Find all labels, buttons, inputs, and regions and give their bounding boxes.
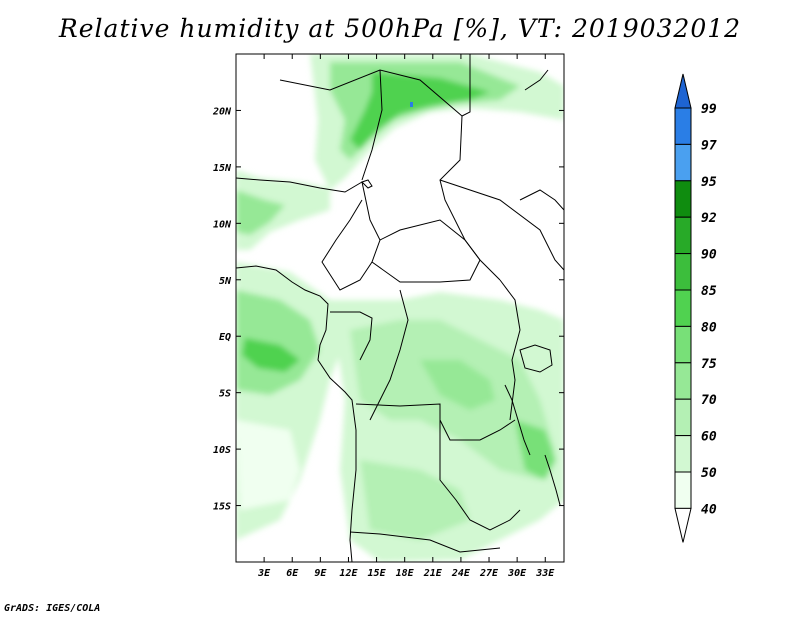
humidity-region-gulf-guinea-core: [236, 290, 320, 395]
lon-tick-label: 12E: [339, 568, 358, 579]
colorbar-segment: [674, 398, 692, 437]
border-sahel: [236, 177, 363, 193]
border-car: [371, 219, 481, 283]
colorbar-label: 60: [701, 430, 717, 445]
humidity-spot-max: [410, 102, 413, 107]
colorbar-segment: [674, 471, 692, 509]
border-chad-sudan: [439, 115, 501, 281]
lon-tick-label: 3E: [257, 568, 271, 579]
lon-tick-label: 9E: [314, 568, 327, 579]
colorbar-label: 40: [701, 502, 717, 517]
lat-tick-label: 5N: [219, 276, 232, 287]
colorbar-top-arrow: [674, 73, 692, 109]
colorbar-label: 50: [701, 466, 717, 481]
colorbar-label: 92: [701, 211, 717, 226]
colorbar-segment: [674, 180, 692, 218]
humidity-region-west-africa-core: [236, 190, 285, 235]
lon-tick-label: 6E: [286, 568, 299, 579]
humidity-region-southwest: [236, 420, 300, 510]
lake-malawi: [544, 454, 561, 506]
colorbar-label: 90: [701, 248, 717, 263]
map-frame: [235, 53, 565, 563]
border-south: [349, 531, 501, 553]
colorbar-segment: [674, 143, 692, 182]
colorbar: 99 97 95 92 90 85 80 75 70 60 50 40: [674, 73, 717, 543]
humidity-region-south: [360, 460, 470, 540]
border-libya-egypt: [461, 54, 471, 117]
lon-tick-label: 27E: [479, 568, 499, 579]
border-algeria-niger: [279, 69, 463, 117]
colorbar-segment: [674, 107, 692, 145]
colorbar-segment: [674, 435, 692, 473]
humidity-region-sahara-inner: [350, 72, 490, 150]
humidity-field: [236, 54, 564, 562]
lake-tanganyika: [504, 384, 531, 456]
humidity-region-lakes: [515, 420, 556, 480]
colorbar-segment: [674, 325, 692, 364]
colorbar-segment: [674, 362, 692, 400]
humidity-region-west-africa: [236, 170, 330, 250]
lon-tick-label: 24E: [451, 568, 471, 579]
colorbar-label: 70: [701, 393, 717, 408]
lat-tick-label: 5S: [219, 389, 231, 400]
lat-tick-label: 15N: [213, 163, 232, 174]
border-gabon: [330, 311, 373, 361]
border-angola-zambia: [439, 420, 521, 531]
colorbar-label: 75: [701, 357, 717, 372]
lat-tick-label: 20N: [212, 106, 232, 117]
border-drc-angola: [355, 403, 516, 441]
colorbar-segment: [674, 253, 692, 291]
country-borders: [236, 54, 564, 562]
border-congo-drc: [369, 289, 409, 421]
lon-tick-label: 15E: [368, 568, 387, 579]
colorbar-label: 99: [701, 102, 717, 117]
lat-tick-label: 10S: [213, 445, 231, 456]
border-sudan-south: [439, 179, 564, 271]
border-nigeria-cameroon: [321, 181, 381, 291]
colorbar-bottom-arrow: [674, 507, 692, 543]
colorbar-label: 95: [701, 175, 717, 190]
humidity-region-central-africa-inner: [420, 360, 495, 410]
colorbar-label: 97: [701, 138, 717, 153]
colorbar-label: 85: [701, 284, 717, 299]
lat-tick-label: 15S: [213, 502, 231, 513]
lon-tick-label: 18E: [396, 568, 415, 579]
colorbar-segment: [674, 289, 692, 327]
lake-victoria: [519, 344, 553, 373]
map-title: Relative humidity at 500hPa [%], VT: 201…: [58, 14, 742, 43]
border-east-africa: [499, 279, 521, 421]
lon-tick-label: 30E: [507, 568, 527, 579]
colorbar-label: 80: [701, 320, 717, 335]
coastline-red-sea: [524, 69, 549, 91]
border-niger-chad: [361, 69, 383, 181]
lon-tick-label: 33E: [535, 568, 555, 579]
colorbar-segment: [674, 216, 692, 255]
lat-tick-label: 10N: [213, 219, 232, 230]
lat-tick-label: EQ: [219, 332, 231, 343]
axis-ticks: 3E 6E 9E 12E 15E 18E 21E 24E 27E 30E 33E 20N 15N 10N 5…: [212, 54, 564, 579]
border-ethiopia: [519, 189, 564, 211]
coastline-west: [236, 265, 357, 562]
lake-chad: [361, 179, 373, 189]
grads-credit: GrADS: IGES/COLA: [4, 603, 101, 614]
lon-tick-label: 21E: [423, 568, 443, 579]
humidity-region-gulf-guinea-inner: [242, 338, 300, 372]
